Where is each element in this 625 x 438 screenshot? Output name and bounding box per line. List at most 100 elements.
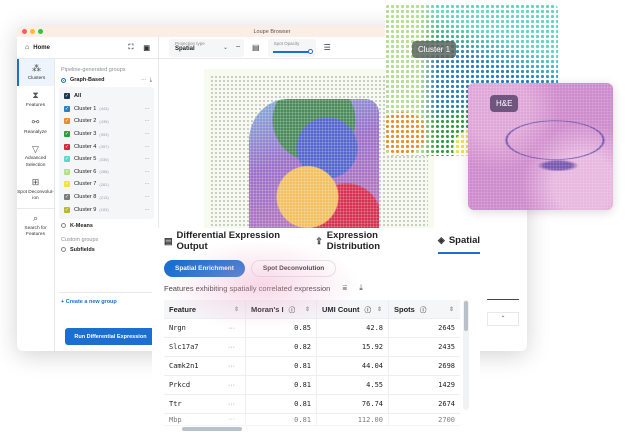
horizontal-scrollbar[interactable] — [164, 426, 460, 432]
radio-selected[interactable] — [61, 77, 66, 83]
table-row[interactable]: Prkcd ··· 0.81 4.55 1429 — [164, 376, 460, 395]
cluster-row[interactable]: ✓ Cluster 8 (213) ··· — [64, 191, 149, 204]
close-window-button[interactable] — [22, 29, 27, 34]
table-row[interactable]: Slc17a7 ··· 0.82 15.92 2435 — [164, 338, 460, 357]
tissue-spot-map[interactable] — [249, 99, 379, 239]
graph-based-radio[interactable]: Graph-Based ··· ⤓ — [61, 77, 154, 83]
sort-icon[interactable]: ⇕ — [304, 306, 310, 313]
nav-reanalyze[interactable]: ⚯ Reanalyze — [17, 113, 54, 140]
more-icon[interactable]: ··· — [144, 168, 150, 175]
nav-advanced-selection[interactable]: ▽ Advanced Selection — [17, 140, 54, 173]
download-icon[interactable]: ⤓ — [359, 283, 363, 292]
checkbox[interactable]: ✓ — [64, 156, 70, 163]
more-icon[interactable]: ··· — [144, 156, 150, 163]
table-row[interactable]: Mbp ··· 0.81 112.00 2700 — [164, 414, 460, 426]
all-checkbox-row[interactable]: ✓ All — [64, 90, 149, 103]
checkbox[interactable]: ✓ — [64, 105, 70, 112]
more-icon[interactable]: ··· — [144, 206, 150, 213]
checkbox[interactable]: ✓ — [64, 143, 70, 150]
table-row[interactable]: Ttr ··· 0.81 76.74 2674 — [164, 395, 460, 414]
checkbox[interactable]: ✓ — [64, 194, 70, 201]
checkbox[interactable]: ✓ — [64, 181, 70, 188]
spots-value: 2698 — [438, 362, 455, 370]
tab-differential-expression[interactable]: ▤ Differential Expression Output — [164, 228, 301, 254]
nav-spot-deconvolution[interactable]: ⊞ Spot Deconvolut-ion — [17, 173, 54, 206]
more-icon[interactable]: ··· — [144, 131, 150, 138]
checkbox[interactable]: ✓ — [64, 131, 70, 138]
cluster-row[interactable]: ✓ Cluster 2 (435) ··· — [64, 115, 149, 128]
nav-clusters[interactable]: ⁂ Clusters — [17, 59, 54, 86]
radio-unselected[interactable] — [61, 223, 66, 229]
kmeans-radio[interactable]: K-Means — [61, 223, 154, 229]
minus-icon[interactable]: – — [236, 42, 240, 50]
spatial-enrichment-pill[interactable]: Spatial Enrichment — [164, 260, 245, 277]
checkbox[interactable]: ✓ — [64, 118, 70, 125]
cluster-row[interactable]: ✓ Cluster 4 (357) ··· — [64, 140, 149, 153]
slider-track[interactable] — [272, 49, 313, 54]
cluster-row[interactable]: ✓ Cluster 1 (443) ··· — [64, 103, 149, 116]
scroll-thumb[interactable] — [464, 301, 468, 331]
column-feature[interactable]: Feature ⇕ — [164, 300, 246, 318]
sort-icon[interactable]: ⇕ — [376, 306, 382, 313]
cluster-row[interactable]: ✓ Cluster 3 (393) ··· — [64, 128, 149, 141]
cluster-row[interactable]: ✓ Cluster 5 (330) ··· — [64, 153, 149, 166]
more-icon[interactable]: ··· — [141, 76, 147, 83]
table-row[interactable]: Nrgn ··· 0.85 42.8 2645 — [164, 319, 460, 338]
search-icon: ⌕ — [32, 213, 39, 224]
checkbox[interactable]: ✓ — [64, 168, 70, 175]
sort-icon[interactable]: ⇕ — [233, 306, 239, 313]
spot-deconvolution-pill[interactable]: Spot Deconvolution — [250, 260, 337, 277]
subfields-radio[interactable]: Subfields — [61, 247, 154, 253]
feature-name: Prkcd — [169, 381, 191, 389]
cluster-row[interactable]: ✓ Cluster 9 (183) ··· — [64, 203, 149, 216]
help-icon[interactable]: ⓘ — [419, 307, 427, 314]
cluster-row[interactable]: ✓ Cluster 7 (281) ··· — [64, 178, 149, 191]
collapse-up-button[interactable]: ⌃ — [487, 312, 519, 326]
more-icon[interactable]: ··· — [228, 416, 235, 423]
column-umi-count[interactable]: UMI Count ⓘ ⇕ — [317, 300, 389, 318]
run-differential-expression-button[interactable]: Run Differential Expression — [65, 328, 156, 345]
spot-opacity-slider[interactable]: Spot Opacity — [267, 38, 316, 57]
filter-icon[interactable]: ⩸ — [342, 283, 348, 292]
save-icon[interactable]: ▣ — [143, 44, 150, 52]
home-button[interactable]: ⌂ Home ⛶ ▣ — [17, 37, 159, 58]
more-icon[interactable]: ··· — [144, 118, 150, 125]
sliders-icon[interactable]: ☰ — [323, 43, 331, 52]
nav-search-features[interactable]: ⌕ Search for Features — [17, 208, 54, 242]
tab-expression-distribution[interactable]: ⇪ Expression Distribution — [315, 228, 424, 254]
morans-value: 0.81 — [246, 395, 317, 413]
help-icon[interactable]: ⓘ — [288, 307, 296, 314]
vertical-scrollbar[interactable] — [463, 300, 469, 410]
cluster-row[interactable]: ✓ Cluster 6 (288) ··· — [64, 166, 149, 179]
minimize-window-button[interactable] — [30, 29, 35, 34]
more-icon[interactable]: ··· — [228, 343, 235, 351]
checkbox-all[interactable]: ✓ — [64, 93, 70, 100]
column-morans-i[interactable]: Moran's I ⓘ ⇕ — [246, 300, 317, 318]
more-icon[interactable]: ··· — [144, 181, 150, 188]
help-icon[interactable]: ⓘ — [364, 307, 372, 314]
download-icon[interactable]: ⤓ — [149, 76, 152, 83]
more-icon[interactable]: ··· — [144, 105, 150, 112]
layers-icon[interactable]: ▤ — [252, 43, 260, 52]
more-icon[interactable]: ··· — [144, 143, 150, 150]
sort-icon[interactable]: ⇕ — [448, 306, 454, 313]
more-icon[interactable]: ··· — [228, 400, 235, 408]
spot-opacity-label: Spot Opacity — [273, 40, 300, 46]
column-spots[interactable]: Spots ⓘ ⇕ — [389, 300, 460, 318]
projection-type-select[interactable]: Projection type Spatial ⌄ – — [169, 38, 244, 57]
more-icon[interactable]: ··· — [228, 381, 235, 389]
nav-features[interactable]: ⧗ Features — [17, 86, 54, 113]
fullscreen-icon[interactable]: ⛶ — [128, 43, 134, 51]
radio-unselected[interactable] — [61, 247, 66, 253]
create-group-link[interactable]: + Create a new group — [59, 292, 158, 311]
checkbox[interactable]: ✓ — [64, 206, 70, 213]
slider-knob[interactable] — [307, 49, 313, 54]
table-row[interactable]: Camk2n1 ··· 0.81 44.04 2698 — [164, 357, 460, 376]
tab-label: Expression Distribution — [326, 230, 381, 252]
more-icon[interactable]: ··· — [228, 324, 235, 332]
more-icon[interactable]: ··· — [228, 362, 235, 370]
scroll-thumb[interactable] — [182, 427, 242, 431]
tab-spatial[interactable]: ◈ Spatial — [437, 228, 480, 254]
maximize-window-button[interactable] — [38, 29, 43, 34]
more-icon[interactable]: ··· — [144, 194, 150, 201]
